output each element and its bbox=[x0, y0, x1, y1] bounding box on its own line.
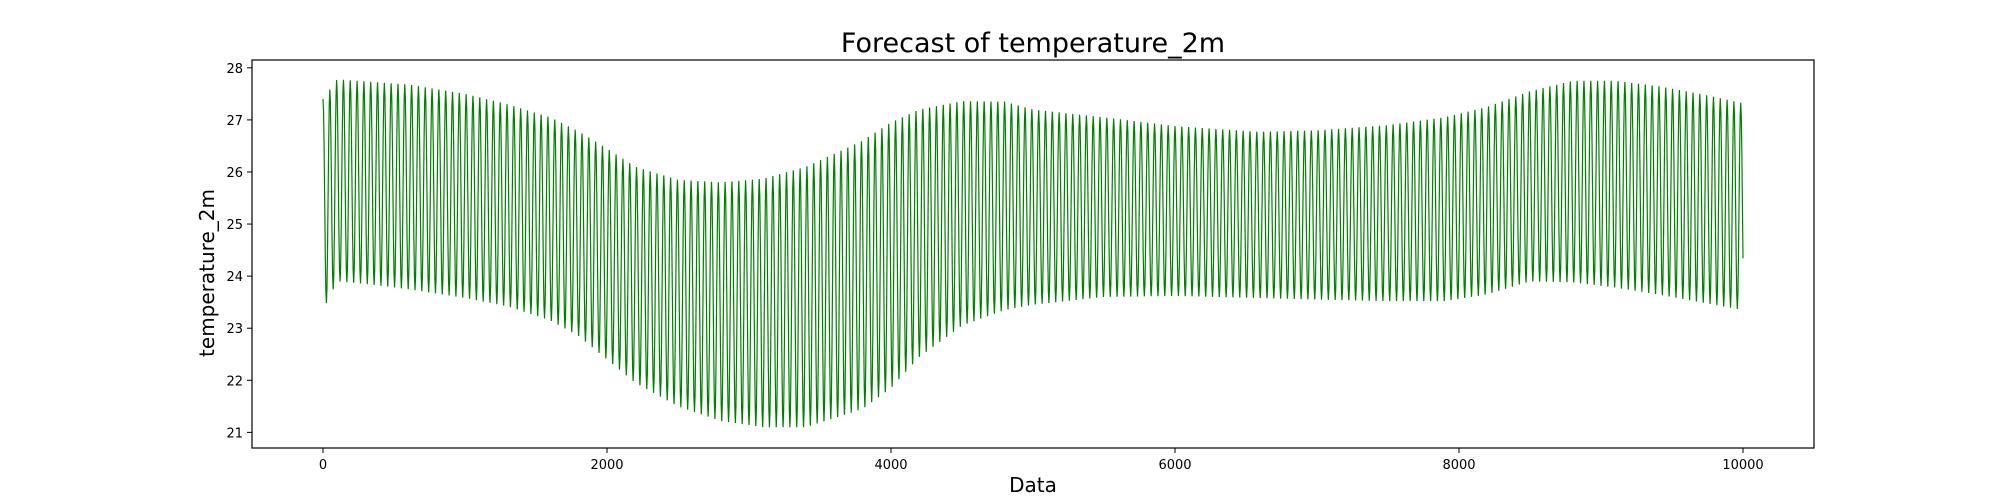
y-axis: 21 22 23 24 25 26 27 28 bbox=[226, 62, 252, 441]
x-tick-label: 10000 bbox=[1722, 458, 1763, 473]
y-tick-label: 27 bbox=[226, 114, 243, 129]
y-axis-label: temperature_2m bbox=[195, 189, 219, 357]
y-tick-label: 22 bbox=[226, 374, 243, 389]
x-tick-label: 6000 bbox=[1158, 458, 1191, 473]
plot-frame bbox=[251, 59, 1815, 449]
y-tick-label: 25 bbox=[226, 218, 243, 233]
x-axis-label: Data bbox=[1009, 473, 1057, 497]
y-tick-label: 28 bbox=[226, 62, 243, 77]
chart-title: Forecast of temperature_2m bbox=[841, 28, 1225, 59]
x-tick-label: 4000 bbox=[874, 458, 907, 473]
y-tick-label: 21 bbox=[226, 426, 243, 441]
x-tick-label: 2000 bbox=[590, 458, 623, 473]
x-tick-label: 0 bbox=[319, 458, 327, 473]
y-tick-label: 24 bbox=[226, 270, 243, 285]
series-line bbox=[322, 79, 1744, 428]
y-tick-label: 23 bbox=[226, 322, 243, 337]
x-tick-label: 8000 bbox=[1442, 458, 1475, 473]
y-tick-label: 26 bbox=[226, 166, 243, 181]
plot-area bbox=[322, 79, 1744, 428]
x-axis: 0 2000 4000 6000 8000 10000 bbox=[319, 448, 1764, 473]
